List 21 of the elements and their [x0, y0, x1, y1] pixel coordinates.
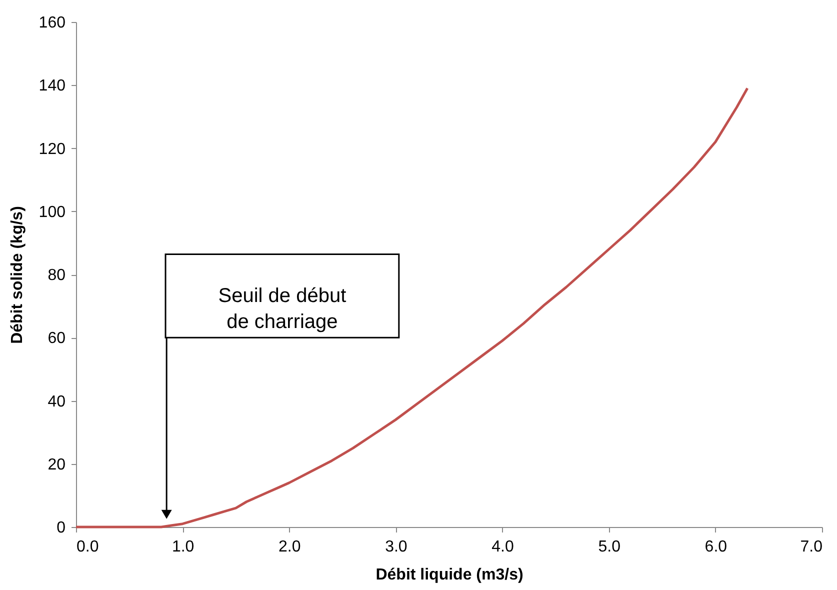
x-tick-label: 7.0 [800, 538, 823, 556]
y-tick-label: 120 [38, 140, 66, 158]
x-axis-title: Débit liquide (m3/s) [376, 566, 524, 584]
y-tick-label: 0 [56, 520, 66, 536]
x-tick-label: 1.0 [172, 538, 194, 556]
x-tick-label: 4.0 [492, 538, 514, 556]
x-tick-label: 3.0 [385, 538, 408, 556]
y-tick-label: 40 [48, 393, 66, 410]
x-tick-label: 2.0 [278, 538, 301, 556]
annotation: Seuil de début de charriage [218, 284, 347, 333]
y-tick-label: 140 [38, 78, 66, 95]
y-tick-label: 160 [38, 14, 66, 32]
line-series [74, 87, 749, 528]
y-tick-label: 100 [38, 204, 66, 221]
y-tick-label: 20 [48, 456, 66, 474]
y-tick-label: 80 [48, 267, 66, 284]
x-tick-label: 5.0 [598, 538, 621, 556]
y-axis-title: Débit solide (kg/s) [8, 206, 26, 344]
y-tick-label: 60 [48, 330, 66, 348]
x-tick-label: 0.0 [76, 538, 99, 556]
x-tick-label: 6.0 [704, 538, 728, 556]
